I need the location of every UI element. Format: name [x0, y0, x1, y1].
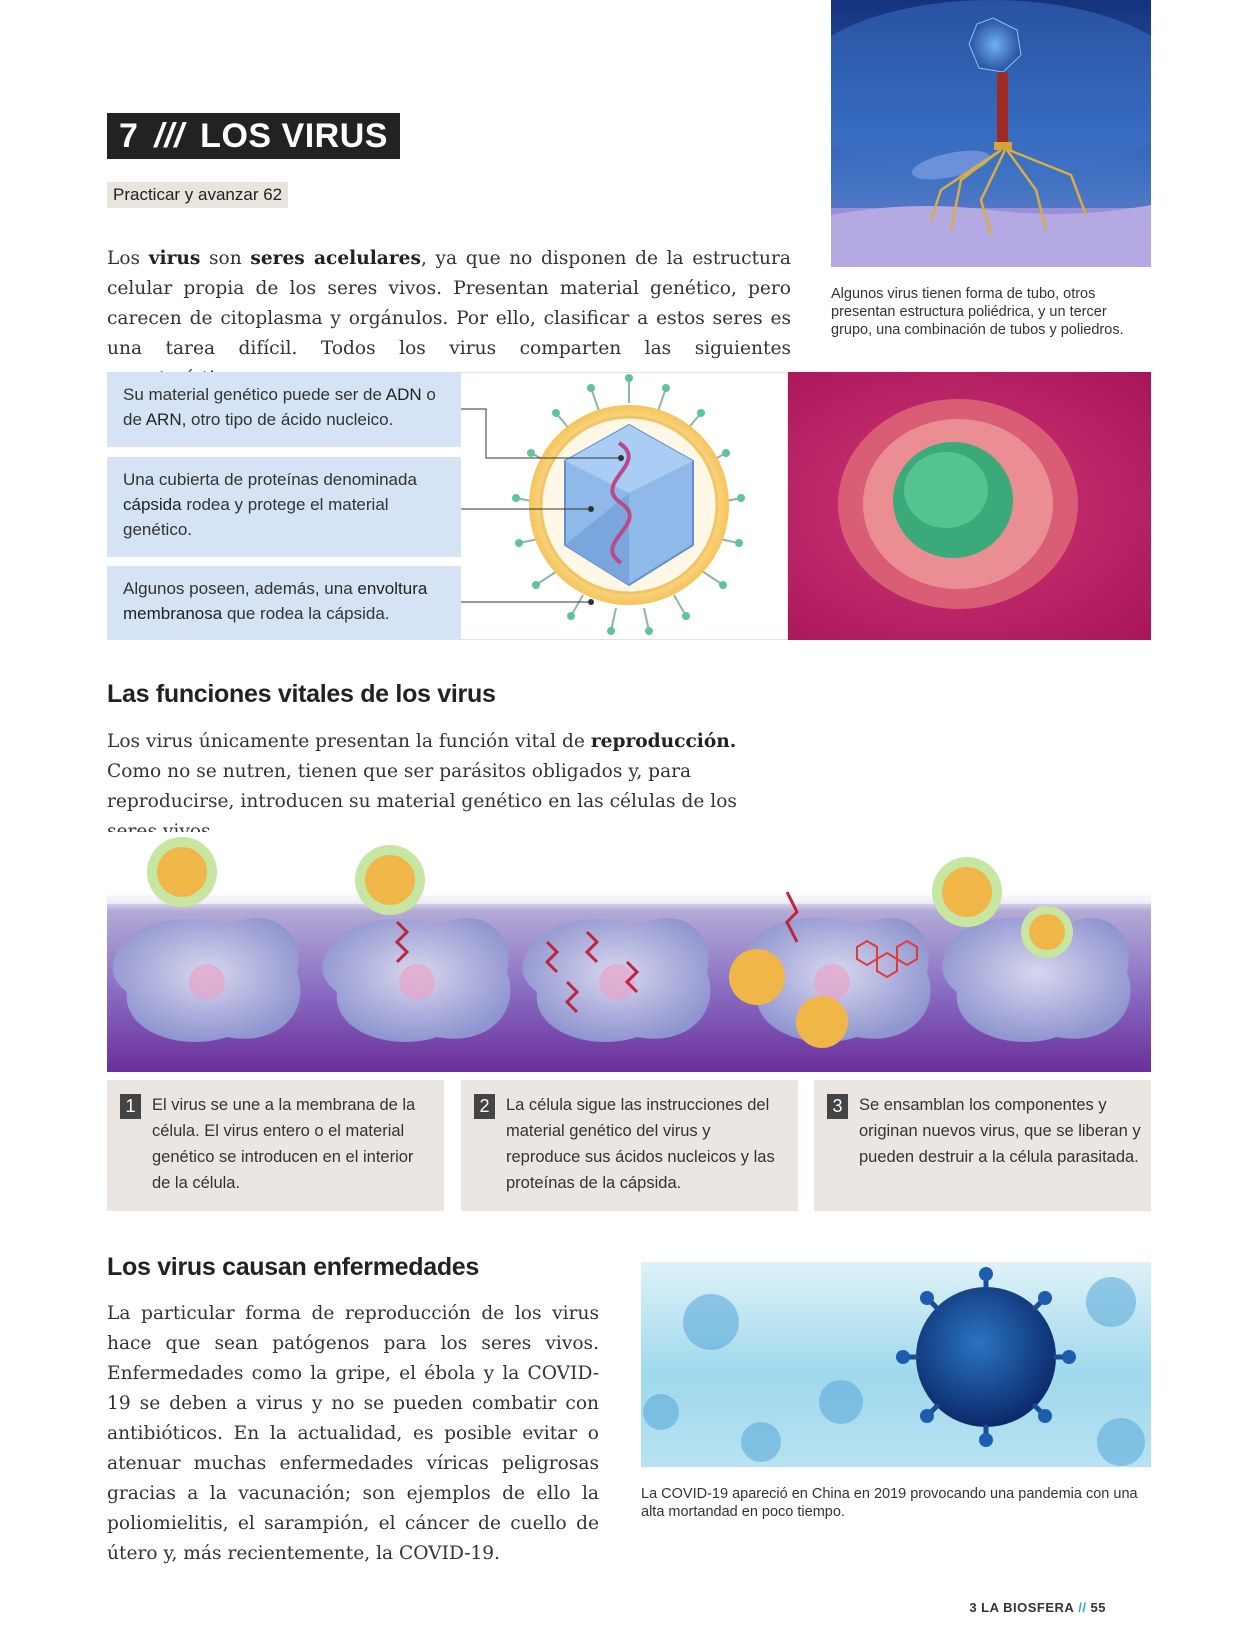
footer-separator: //: [1078, 1600, 1087, 1615]
characteristic-capsid: Una cubierta de proteínas denominada cáp…: [107, 457, 461, 557]
step-1-box: 1 El virus se une a la membrana de la cé…: [107, 1080, 444, 1211]
phage-caption: Algunos virus tienen forma de tubo, otro…: [831, 286, 1124, 338]
section-title: 7 /// LOS VIRUS: [107, 113, 400, 159]
coronavirus-image: [641, 1262, 1151, 1467]
step-3-text: Se ensamblan los componentes y originan …: [859, 1096, 1141, 1166]
virus-micrograph: [838, 399, 1078, 609]
vital-functions-paragraph: Los virus únicamente presentan la funció…: [107, 731, 737, 842]
characteristic-envelope: Algunos poseen, además, una envoltura me…: [107, 566, 461, 640]
step-2-text: La célula sigue las instrucciones del ma…: [506, 1096, 775, 1192]
step-1-number: 1: [120, 1094, 141, 1119]
step-1-text: El virus se une a la membrana de la célu…: [152, 1096, 416, 1192]
footer-chapter: 3 LA BIOSFERA: [969, 1600, 1075, 1615]
coronavirus-illustration: [643, 1267, 1145, 1466]
step-2-box: 2 La célula sigue las instrucciones del …: [461, 1080, 798, 1211]
characteristic-genetic-material: Su material genético puede ser de ADN o …: [107, 372, 461, 447]
virus-replication-illustration: [107, 832, 1151, 1072]
replication-stages: [107, 832, 1151, 1072]
title-separator: ///: [154, 117, 185, 155]
coronavirus-caption: La COVID-19 apareció en China en 2019 pr…: [641, 1486, 1138, 1520]
virus-micrograph-image: [788, 372, 1151, 640]
page-number: 55: [1090, 1600, 1106, 1615]
virus-structure-diagram: [461, 372, 788, 640]
bacteriophage-image: [831, 0, 1151, 267]
diseases-heading: Los virus causan enfermedades: [107, 1253, 480, 1281]
step-3-box: 3 Se ensamblan los componentes y origina…: [814, 1080, 1151, 1211]
practice-tag[interactable]: Practicar y avanzar 62: [107, 182, 289, 208]
phage-illustration: [831, 0, 1151, 267]
page-footer: 3 LA BIOSFERA//55: [969, 1600, 1106, 1615]
virus-cross-section: [461, 374, 745, 635]
step-3-number: 3: [827, 1094, 848, 1119]
diseases-paragraph: La particular forma de reproducción de l…: [107, 1303, 599, 1564]
step-2-number: 2: [474, 1094, 495, 1119]
vital-functions-heading: Las funciones vitales de los virus: [107, 680, 496, 708]
